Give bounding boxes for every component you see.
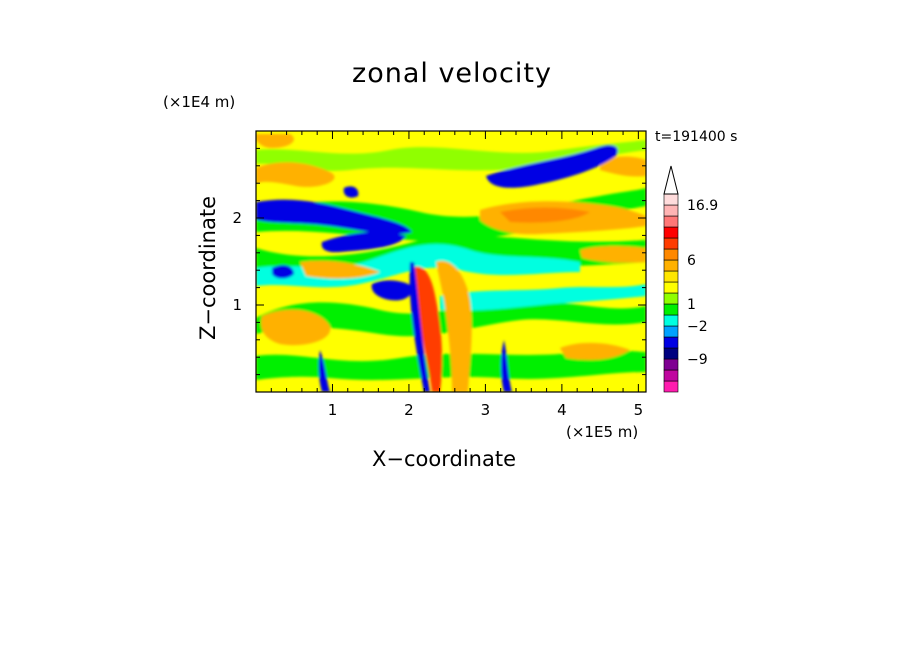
colorbar-segment: [663, 259, 679, 272]
colorbar-segment: [663, 248, 679, 261]
plot-frame: [255, 130, 647, 393]
colorbar-segment: [663, 314, 679, 327]
colorbar-segment: [663, 281, 679, 294]
cyan-band: [440, 284, 646, 311]
colorbar-extension: [663, 165, 679, 195]
blue-jet: [256, 199, 412, 235]
chart-title: zonal velocity: [352, 58, 552, 89]
orange-patch: [260, 309, 331, 346]
orange-patch: [560, 342, 630, 360]
y-axis-unit: (×1E4 m): [163, 93, 236, 111]
blue-wake: [318, 350, 330, 392]
colorbar-segment: [663, 270, 679, 283]
orange-patch: [256, 162, 335, 187]
colorbar-segment: [663, 325, 679, 338]
colorbar-segment: [663, 237, 679, 250]
blue-wake: [501, 340, 512, 392]
x-axis-unit: (×1E5 m): [566, 423, 639, 441]
colorbar-segment: [663, 226, 679, 239]
colorbar-segment: [663, 336, 679, 349]
blue-wake: [409, 262, 430, 392]
x-tick-label: 5: [634, 401, 644, 419]
colorbar-segment: [663, 380, 679, 393]
colorbar-label: −9: [687, 352, 708, 368]
colorbar-segment: [663, 215, 679, 228]
y-axis: 12: [232, 147, 646, 376]
green-band: [256, 350, 646, 380]
colorbar-label: −2: [687, 319, 708, 335]
y-axis-label: Z−coordinate: [196, 196, 220, 340]
time-label: t=191400 s: [655, 129, 738, 145]
orange-patch: [600, 156, 646, 177]
blue-jet: [486, 145, 618, 188]
colorbar-segment: [663, 204, 679, 217]
x-tick-label: 1: [328, 401, 338, 419]
orange-patch: [500, 207, 590, 223]
colorbar-label: 16.9: [687, 198, 718, 214]
orange-wake: [436, 260, 472, 392]
orange-patch: [300, 260, 380, 279]
colorbar-segment: [663, 347, 679, 360]
colorbar: 16.9 6 1 −2 −9: [663, 165, 718, 393]
blue-jet: [321, 231, 406, 253]
x-tick-label: 4: [557, 401, 567, 419]
x-tick-label: 2: [404, 401, 414, 419]
y-tick-label: 1: [232, 296, 242, 314]
orange-patch: [580, 246, 646, 263]
blue-jet: [371, 280, 413, 301]
blue-jet: [272, 265, 294, 279]
contour-field: [256, 131, 646, 392]
colorbar-segment: [663, 303, 679, 316]
x-axis: 1 2 3 4 5: [270, 131, 644, 419]
orange-patch: [256, 134, 294, 148]
colorbar-label: 6: [687, 253, 696, 269]
blue-jet: [343, 186, 359, 198]
colorbar-label: 1: [687, 297, 696, 313]
colorbar-segment: [663, 358, 679, 371]
red-wake: [412, 266, 443, 392]
x-axis-label: X−coordinate: [372, 447, 516, 471]
colorbar-segment: [663, 292, 679, 305]
y-tick-label: 2: [232, 209, 242, 227]
colorbar-segment: [663, 193, 679, 206]
colorbar-segment: [663, 369, 679, 382]
x-tick-label: 3: [481, 401, 491, 419]
